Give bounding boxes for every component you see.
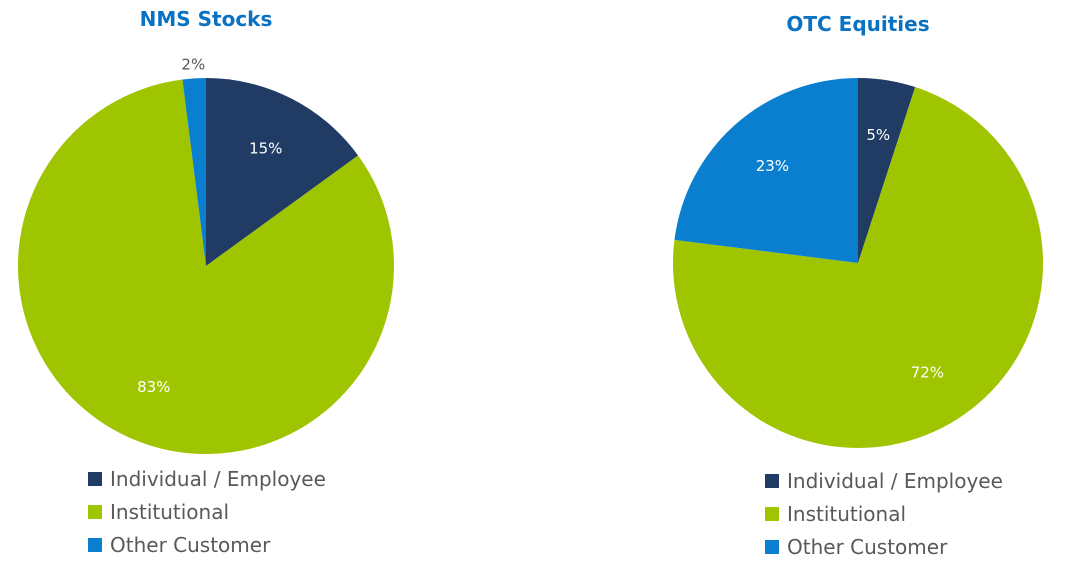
- legend-swatch: [765, 506, 779, 521]
- chart-title: NMS Stocks: [140, 7, 273, 31]
- legend-swatch: [88, 504, 102, 519]
- legend-item: Other Customer: [765, 530, 1003, 563]
- legend-label: Other Customer: [110, 532, 271, 557]
- pie-slice: [206, 78, 359, 266]
- legend-item: Individual / Employee: [765, 464, 1003, 497]
- legend-swatch: [765, 473, 779, 488]
- legend-item: Other Customer: [88, 528, 326, 561]
- legend-label: Institutional: [110, 499, 230, 524]
- legend-label: Individual / Employee: [110, 466, 326, 491]
- legend-otc: Individual / Employee Institutional Othe…: [765, 464, 1003, 563]
- data-label: 23%: [756, 157, 789, 175]
- pie-slice: [674, 78, 858, 263]
- pie-slice: [673, 87, 1044, 448]
- legend-item: Institutional: [88, 495, 326, 528]
- pie-slice: [182, 78, 206, 266]
- legend-label: Individual / Employee: [787, 468, 1003, 493]
- legend-label: Other Customer: [787, 534, 948, 559]
- legend-swatch: [765, 539, 779, 554]
- legend-nms: Individual / Employee Institutional Othe…: [88, 462, 326, 561]
- chart-title: OTC Equities: [786, 12, 929, 36]
- data-label: 2%: [181, 55, 205, 73]
- data-label: 5%: [866, 126, 890, 144]
- legend-swatch: [88, 471, 102, 486]
- legend-item: Individual / Employee: [88, 462, 326, 495]
- pie-slice: [858, 78, 916, 263]
- data-label: 83%: [137, 378, 170, 396]
- data-label: 72%: [911, 363, 944, 381]
- data-label: 15%: [249, 140, 282, 158]
- pie-slice: [17, 79, 394, 455]
- legend-item: Institutional: [765, 497, 1003, 530]
- legend-swatch: [88, 537, 102, 552]
- legend-label: Institutional: [787, 501, 907, 526]
